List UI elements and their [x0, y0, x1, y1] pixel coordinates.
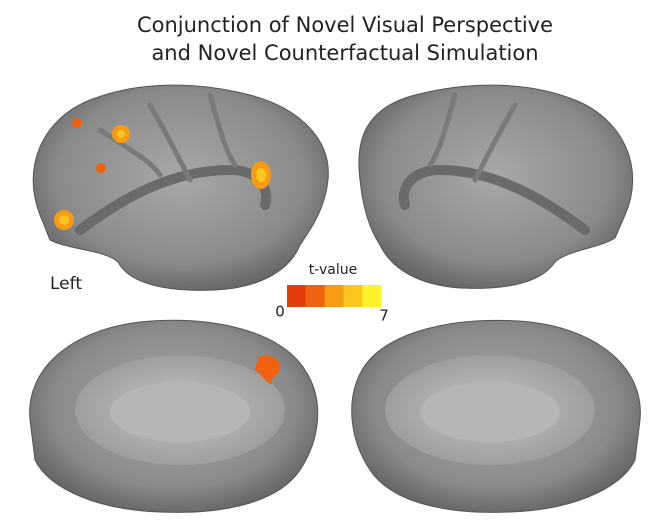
title-line: Conjunction of Novel Visual Perspective: [137, 13, 553, 37]
colorbar-segment: [324, 285, 344, 307]
colorbar-segment: [343, 285, 363, 307]
colorbar: [287, 285, 382, 307]
right-medial-brain: [351, 319, 641, 513]
colorbar-label: t-value: [309, 262, 357, 278]
colorbar-segment: [362, 285, 382, 307]
colorbar-segment: [305, 285, 326, 307]
title-line: and Novel Counterfactual Simulation: [151, 41, 538, 65]
left-medial-brain: [29, 319, 319, 513]
colorbar-min: 0: [275, 303, 285, 321]
left-lateral-brain: [32, 84, 329, 291]
right-lateral-brain: [358, 84, 634, 289]
colorbar-max: 7: [379, 307, 389, 325]
hemisphere-label: Left: [50, 274, 82, 294]
colorbar-segment: [287, 285, 307, 307]
